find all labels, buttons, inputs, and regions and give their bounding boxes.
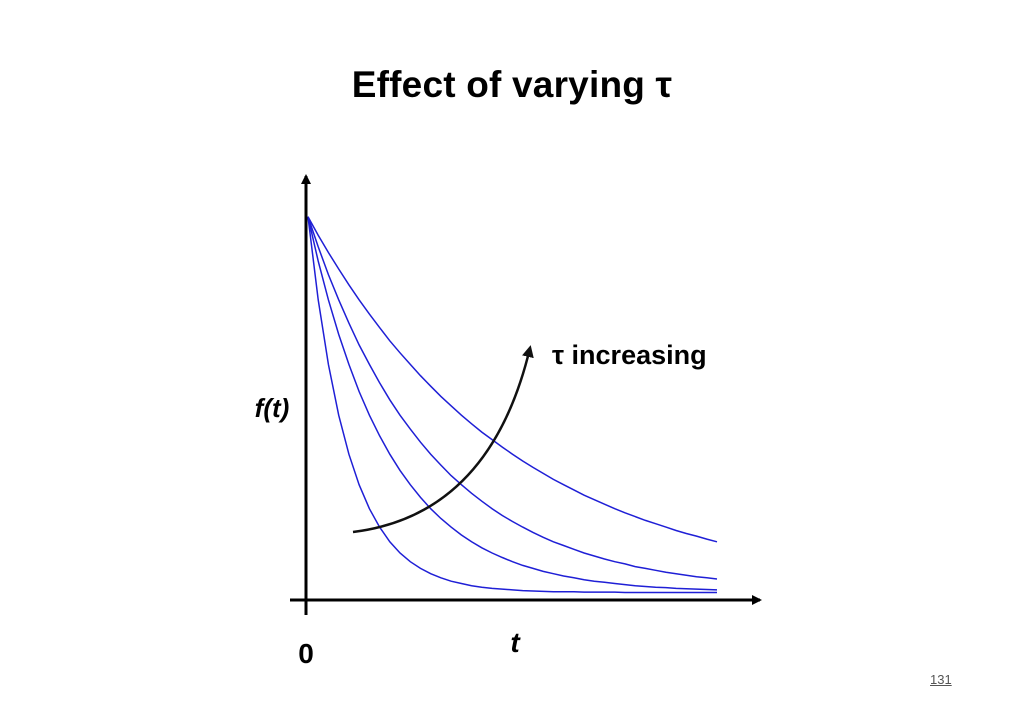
series-line-4 [307, 216, 718, 543]
slide-title: Effect of varying τ [351, 64, 673, 105]
tau-increasing-arrow [352, 345, 534, 534]
series-line-1 [307, 216, 717, 594]
y-axis-label: f(t) [255, 393, 290, 423]
series-group [307, 216, 718, 594]
x-axis-label: t [510, 627, 521, 658]
series-line-3 [307, 216, 718, 580]
series-line-2 [307, 216, 718, 591]
page-number: 131 [930, 672, 952, 687]
annotation-tau-increasing: τ increasing [552, 340, 707, 370]
x-tick-label-0: 0 [298, 638, 314, 669]
